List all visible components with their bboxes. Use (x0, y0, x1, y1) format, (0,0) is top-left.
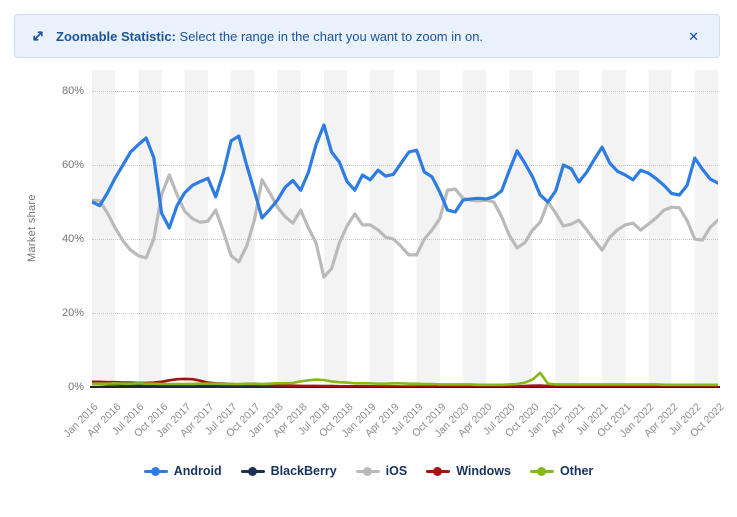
x-tick-jul-2021: Jul 2021 (573, 401, 611, 438)
series-line-android (92, 123, 718, 230)
gridline-60 (92, 165, 718, 166)
gridline-20 (92, 313, 718, 314)
x-tick-oct-2021: Oct 2021 (595, 401, 634, 440)
y-tick-0: 0% (68, 381, 84, 393)
legend-marker-android (143, 466, 168, 476)
x-tick-apr-2017: Apr 2017 (177, 401, 217, 440)
x-tick-jan-2020: Jan 2020 (432, 401, 472, 441)
legend-label-windows: Windows (456, 464, 511, 478)
legend-label-android: Android (173, 464, 222, 478)
legend-label-ios: iOS (385, 464, 408, 478)
x-tick-jul-2020: Jul 2020 (481, 401, 518, 438)
x-tick-jan-2021: Jan 2021 (525, 401, 565, 441)
legend-label-blackberry: BlackBerry (270, 464, 337, 478)
y-tick-60: 60% (61, 159, 84, 171)
x-tick-apr-2018: Apr 2018 (270, 401, 310, 440)
gridline-40 (92, 239, 718, 240)
series-line-other (92, 371, 718, 387)
y-tick-20: 20% (61, 307, 84, 319)
zoom-banner: Zoomable Statistic: Select the range in … (14, 14, 720, 58)
x-tick-oct-2016: Oct 2016 (131, 401, 171, 440)
legend-marker-windows (426, 466, 451, 476)
y-tick-80: 80% (61, 85, 84, 97)
plot-area[interactable] (90, 70, 720, 388)
series-line-windows (92, 377, 718, 387)
x-tick-jul-2022: Jul 2022 (666, 401, 704, 438)
x-tick-jan-2019: Jan 2019 (339, 401, 379, 441)
x-tick-oct-2020: Oct 2020 (502, 401, 541, 440)
x-tick-jan-2016: Jan 2016 (61, 401, 101, 441)
x-tick-oct-2018: Oct 2018 (316, 401, 356, 440)
y-axis-title: Market share (26, 194, 38, 263)
y-tick-40: 40% (61, 233, 84, 245)
x-axis-labels: Jan 2016 Apr 2016 Jul 2016 Oct 2016 Jan 2017… (0, 391, 737, 453)
legend-item-blackberry[interactable]: BlackBerry (240, 464, 337, 478)
banner-message-bold: Zoomable Statistic: (56, 28, 176, 44)
zoom-expand-icon (31, 29, 45, 43)
x-tick-jan-2017: Jan 2017 (154, 401, 194, 441)
x-tick-jul-2019: Jul 2019 (388, 401, 426, 438)
x-axis-line (90, 386, 720, 388)
x-tick-apr-2019: Apr 2019 (363, 401, 402, 440)
x-tick-apr-2020: Apr 2020 (456, 401, 495, 440)
banner-message-rest: Select the range in the chart you want t… (175, 28, 484, 44)
legend-marker-blackberry (240, 466, 265, 476)
banner-message: Zoomable Statistic: Select the range in … (56, 29, 483, 44)
x-tick-jul-2016: Jul 2016 (110, 401, 147, 438)
legend-label-other: Other (559, 464, 594, 478)
series-lines (92, 123, 718, 387)
legend-marker-ios (355, 466, 380, 476)
x-tick-apr-2021: Apr 2021 (548, 401, 588, 440)
legend-item-ios[interactable]: iOS (355, 464, 408, 478)
gridline-80 (92, 91, 718, 92)
banner-close-icon[interactable]: ✕ (688, 28, 699, 44)
legend: Android BlackBerry iOS Windows Other (0, 464, 737, 478)
x-tick-jul-2017: Jul 2017 (203, 401, 240, 438)
x-tick-oct-2017: Oct 2017 (224, 401, 263, 440)
x-tick-oct-2022: Oct 2022 (687, 401, 727, 440)
legend-marker-other (529, 466, 554, 476)
series-line-ios (92, 173, 718, 279)
x-tick-apr-2022: Apr 2022 (641, 401, 681, 440)
legend-item-android[interactable]: Android (143, 464, 222, 478)
legend-item-other[interactable]: Other (529, 464, 594, 478)
legend-item-windows[interactable]: Windows (426, 464, 511, 478)
x-tick-oct-2019: Oct 2019 (409, 401, 449, 440)
x-tick-jul-2018: Jul 2018 (295, 401, 333, 438)
x-tick-jan-2018: Jan 2018 (246, 401, 286, 441)
x-tick-jan-2022: Jan 2022 (617, 401, 657, 441)
x-tick-apr-2016: Apr 2016 (85, 401, 124, 440)
